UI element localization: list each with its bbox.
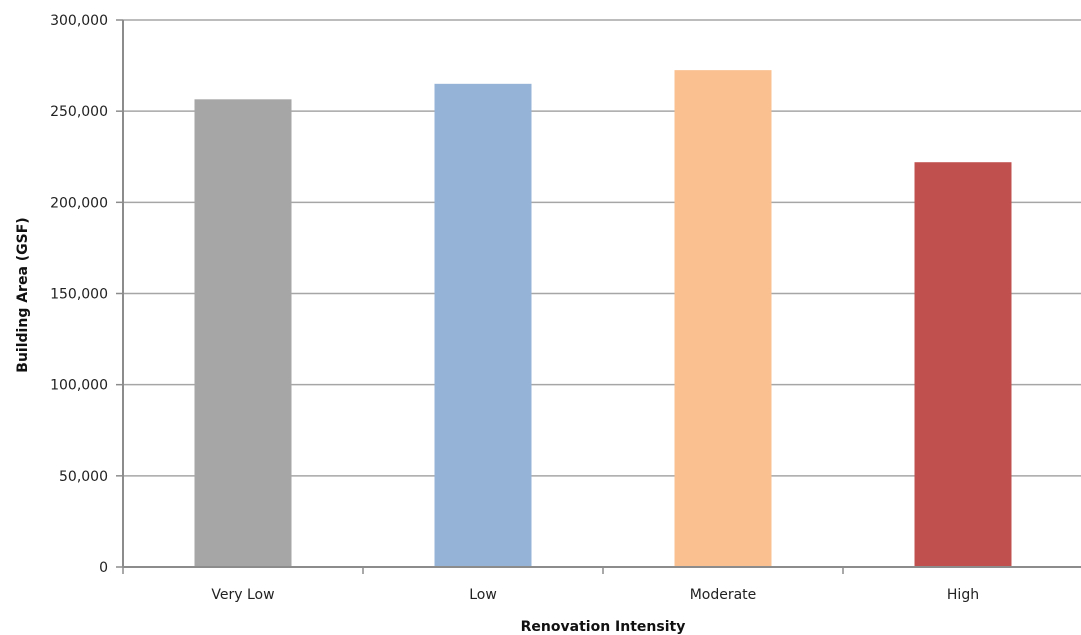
bar-low [434,83,532,568]
y-tick-label: 300,000 [50,13,108,29]
y-tick-label: 150,000 [50,287,108,303]
tick-labels: 0 50,000 100,000 150,000 200,000 250,000 300,0… [50,13,979,603]
y-tick-label: 50,000 [59,469,108,485]
y-tick-label: 250,000 [50,104,108,120]
x-tick-label: Moderate [690,587,757,603]
bars [194,70,1012,568]
x-axis-title: Renovation Intensity [521,619,686,635]
bar-moderate [674,70,772,568]
bar-high [914,162,1012,567]
axes [116,19,1081,574]
y-tick-label: 100,000 [50,378,108,394]
x-tick-label: Very Low [211,587,274,603]
y-tick-label: 200,000 [50,195,108,211]
y-tick-label: 0 [99,560,108,576]
bar-very-low [194,99,292,567]
y-axis-title: Building Area (GSF) [15,217,31,372]
x-tick-label: Low [469,587,497,603]
x-tick-label: High [947,587,979,603]
